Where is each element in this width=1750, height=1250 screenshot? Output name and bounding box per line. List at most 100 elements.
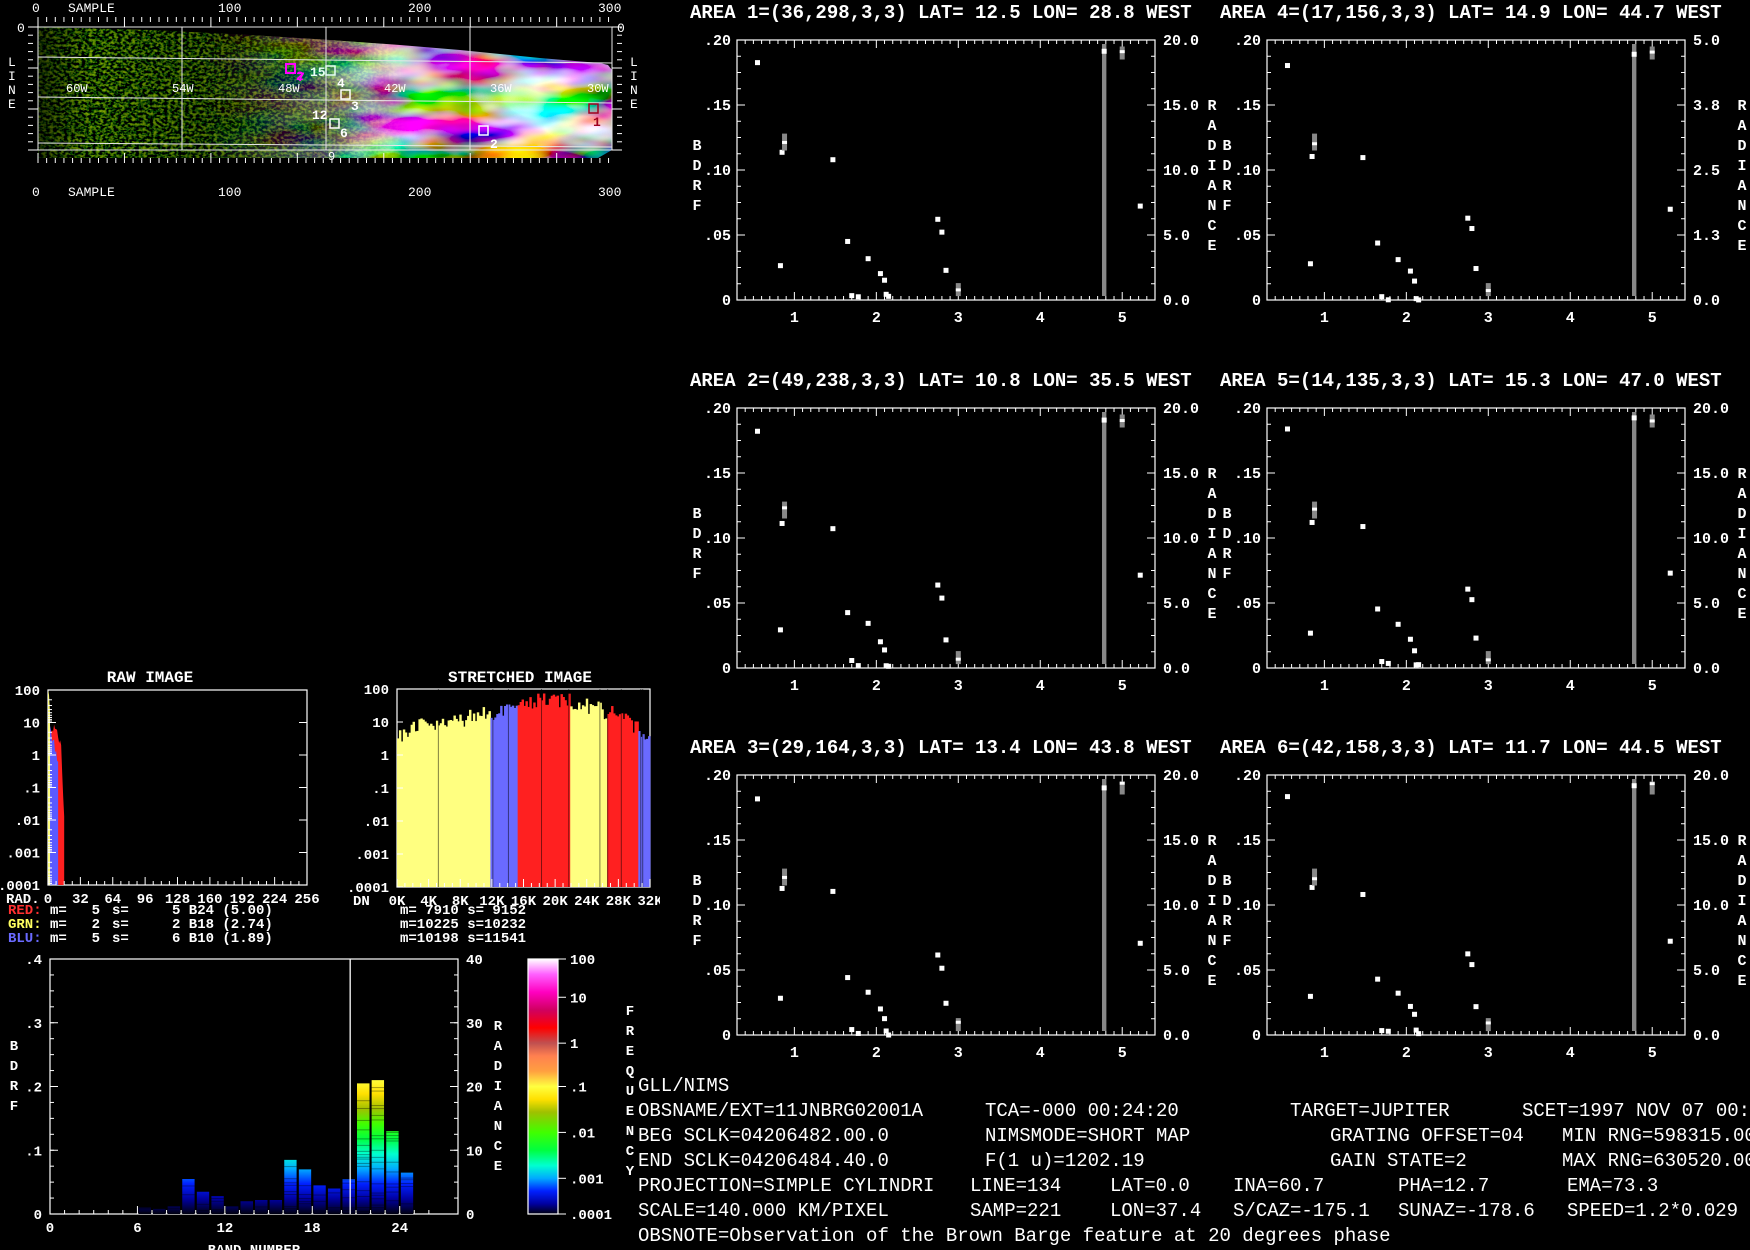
svg-text:AREA 1=(36,298,3,3) LAT= 12: AREA 1=(36,298,3,3) LAT= 12.5 LON= 28.8 … <box>690 2 1192 24</box>
svg-text:.10: .10 <box>1234 163 1261 180</box>
svg-text:S/CAZ=-175.1: S/CAZ=-175.1 <box>1233 1200 1370 1222</box>
svg-text:4: 4 <box>1566 678 1575 695</box>
svg-text:1: 1 <box>790 310 799 327</box>
svg-text:R: R <box>1222 913 1231 930</box>
svg-text:40: 40 <box>466 955 483 969</box>
svg-text:D: D <box>1207 873 1216 890</box>
svg-text:6: 6 <box>340 126 348 141</box>
svg-text:A: A <box>1207 913 1216 930</box>
svg-text:24: 24 <box>391 1221 408 1237</box>
svg-text:R: R <box>10 1079 19 1095</box>
svg-text:N: N <box>1207 198 1216 215</box>
svg-text:I: I <box>1207 893 1216 910</box>
svg-text:.001: .001 <box>570 1172 604 1188</box>
svg-text:.01: .01 <box>15 814 40 830</box>
svg-text:A: A <box>1207 178 1216 195</box>
svg-text:5.0: 5.0 <box>1693 33 1720 50</box>
svg-text:R: R <box>626 1024 635 1040</box>
svg-text:1: 1 <box>1320 678 1329 695</box>
svg-text:0: 0 <box>722 293 731 310</box>
svg-text:C: C <box>1207 218 1216 235</box>
svg-text:E: E <box>626 1044 634 1060</box>
svg-text:5: 5 <box>1648 1045 1657 1062</box>
svg-text:R: R <box>1737 466 1746 483</box>
svg-text:.1: .1 <box>23 782 40 798</box>
svg-text:5.0: 5.0 <box>1693 963 1720 980</box>
svg-text:1: 1 <box>593 115 601 130</box>
svg-text:60W: 60W <box>66 82 88 96</box>
svg-text:54W: 54W <box>172 82 194 96</box>
svg-text:5.0: 5.0 <box>1163 963 1190 980</box>
svg-text:10: 10 <box>466 1144 483 1160</box>
svg-text:R: R <box>1207 466 1216 483</box>
svg-text:0.0: 0.0 <box>1693 293 1720 310</box>
svg-text:.20: .20 <box>704 401 731 418</box>
svg-text:LINE=134: LINE=134 <box>970 1175 1061 1197</box>
svg-text:2: 2 <box>490 137 498 152</box>
svg-text:20.0: 20.0 <box>1163 768 1199 785</box>
svg-text:0: 0 <box>1252 661 1261 678</box>
svg-text:3: 3 <box>1484 1045 1493 1062</box>
svg-text:20.0: 20.0 <box>1693 401 1729 418</box>
svg-text:2: 2 <box>872 678 881 695</box>
svg-text:36W: 36W <box>490 82 512 96</box>
svg-text:F(1 u)=1202.19: F(1 u)=1202.19 <box>985 1150 1145 1172</box>
svg-text:5: 5 <box>92 931 100 947</box>
svg-text:300: 300 <box>598 185 621 200</box>
svg-text:100: 100 <box>15 684 40 700</box>
svg-text:A: A <box>494 1099 503 1115</box>
svg-text:SAMPLE: SAMPLE <box>68 185 115 200</box>
svg-text:4: 4 <box>337 76 345 91</box>
svg-text:.15: .15 <box>1234 466 1261 483</box>
svg-text:5: 5 <box>1118 678 1127 695</box>
svg-text:L: L <box>8 55 16 70</box>
svg-text:D: D <box>1737 873 1746 890</box>
svg-text:5.0: 5.0 <box>1693 596 1720 613</box>
svg-text:0.0: 0.0 <box>1163 661 1190 678</box>
svg-text:DN: DN <box>353 894 370 910</box>
svg-text:TARGET=JUPITER: TARGET=JUPITER <box>1290 1100 1450 1122</box>
svg-text:0: 0 <box>46 1221 54 1237</box>
svg-text:0: 0 <box>32 1 40 16</box>
svg-text:INA=60.7: INA=60.7 <box>1233 1175 1324 1197</box>
svg-text:N: N <box>1737 566 1746 583</box>
svg-text:20.0: 20.0 <box>1693 768 1729 785</box>
svg-text:m=: m= <box>50 931 67 947</box>
svg-text:SUNAZ=-178.6: SUNAZ=-178.6 <box>1398 1200 1535 1222</box>
svg-text:s=: s= <box>112 931 129 947</box>
svg-text:1: 1 <box>1320 310 1329 327</box>
svg-text:E: E <box>8 97 16 112</box>
svg-text:OBSNAME/EXT=11JNBRG02001A: OBSNAME/EXT=11JNBRG02001A <box>638 1100 924 1122</box>
svg-text:0.0: 0.0 <box>1693 661 1720 678</box>
svg-text:30W: 30W <box>587 82 609 96</box>
svg-text:30: 30 <box>466 1017 483 1033</box>
svg-text:18: 18 <box>304 1221 321 1237</box>
svg-text:0: 0 <box>1252 293 1261 310</box>
svg-text:.001: .001 <box>6 847 40 863</box>
svg-text:D: D <box>692 893 701 910</box>
svg-text:R: R <box>1222 546 1231 563</box>
svg-text:F: F <box>1222 933 1231 950</box>
svg-text:D: D <box>1222 893 1231 910</box>
svg-text:5: 5 <box>1118 1045 1127 1062</box>
svg-text:.0001: .0001 <box>570 1208 612 1224</box>
svg-text:E: E <box>494 1159 502 1175</box>
svg-text:10: 10 <box>372 716 389 732</box>
svg-text:10.0: 10.0 <box>1693 531 1729 548</box>
svg-text:4: 4 <box>1036 678 1045 695</box>
svg-text:1: 1 <box>790 1045 799 1062</box>
svg-text:PROJECTION=SIMPLE CYLINDRI: PROJECTION=SIMPLE CYLINDRI <box>638 1175 934 1197</box>
svg-text:.20: .20 <box>1234 33 1261 50</box>
svg-text:.05: .05 <box>1234 228 1261 245</box>
svg-text:SCALE=140.000 KM/PIXEL: SCALE=140.000 KM/PIXEL <box>638 1200 889 1222</box>
svg-text:.001: .001 <box>355 848 389 864</box>
svg-text:I: I <box>494 1079 502 1095</box>
svg-text:B: B <box>692 138 701 155</box>
svg-text:.1: .1 <box>372 782 389 798</box>
svg-text:.3: .3 <box>25 1017 42 1033</box>
svg-text:.10: .10 <box>1234 898 1261 915</box>
svg-text:20K: 20K <box>543 894 569 910</box>
svg-text:96: 96 <box>137 892 154 908</box>
svg-text:.15: .15 <box>1234 833 1261 850</box>
svg-text:R: R <box>1207 98 1216 115</box>
